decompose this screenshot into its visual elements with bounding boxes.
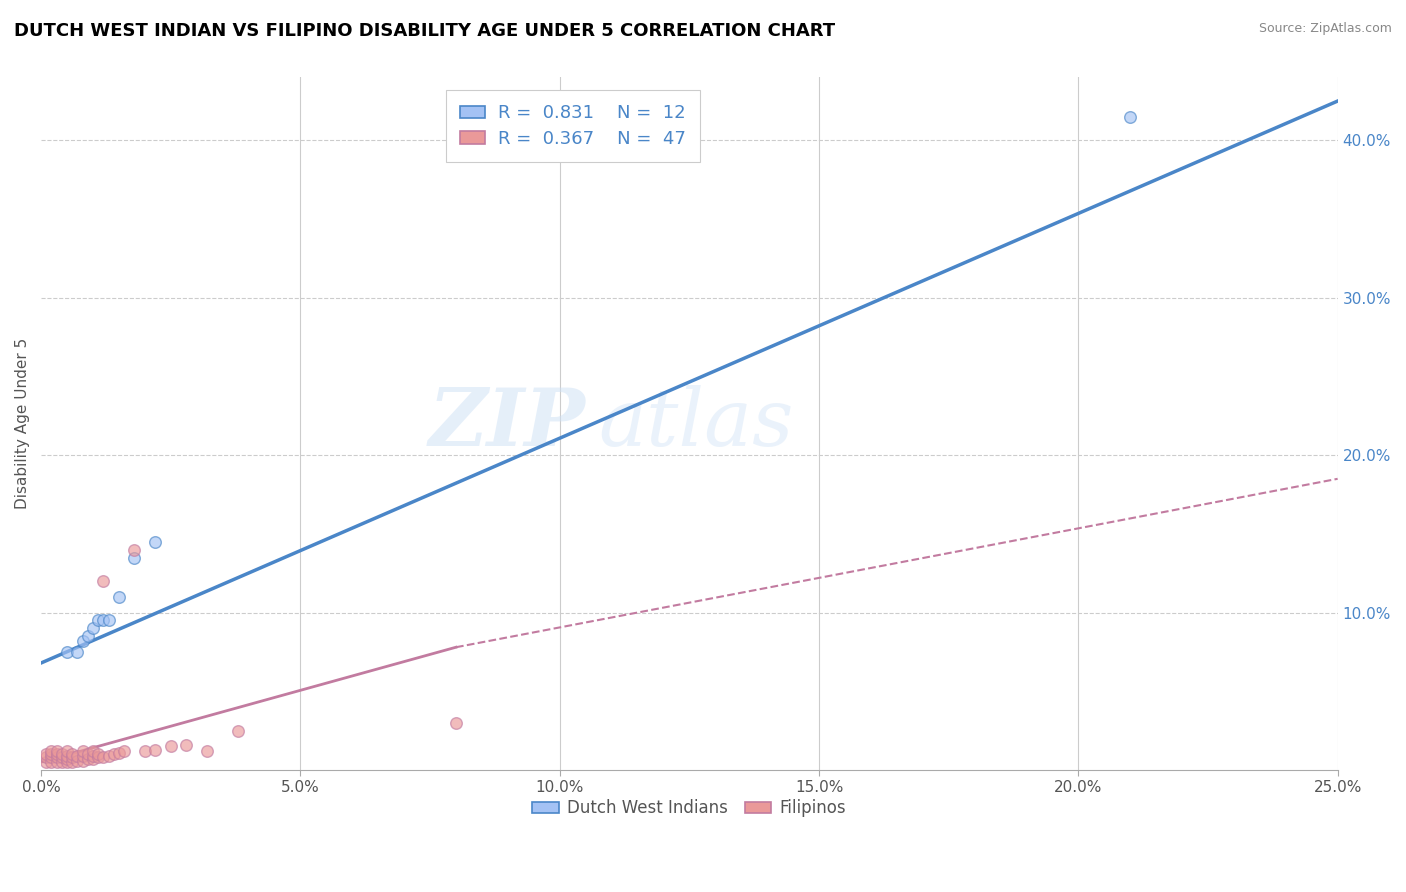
Point <box>60 750 83 764</box>
Point <box>35 755 58 769</box>
Point <box>82 744 104 758</box>
Point <box>56 755 79 769</box>
Point <box>124 542 146 557</box>
Point <box>82 621 104 635</box>
Point <box>108 590 131 604</box>
Point <box>35 750 58 764</box>
Point <box>45 747 67 762</box>
Point <box>72 748 94 763</box>
Point <box>93 574 115 588</box>
Point <box>87 614 110 628</box>
Point <box>51 750 73 764</box>
Point <box>66 748 89 763</box>
Point <box>143 534 166 549</box>
Point <box>60 747 83 762</box>
Point <box>56 645 79 659</box>
Point <box>66 754 89 768</box>
Legend: Dutch West Indians, Filipinos: Dutch West Indians, Filipinos <box>526 793 853 824</box>
Point <box>56 744 79 758</box>
Point <box>41 744 63 758</box>
Point <box>72 634 94 648</box>
Point <box>82 752 104 766</box>
Point <box>45 744 67 758</box>
Point <box>444 715 467 730</box>
Point <box>195 744 218 758</box>
Point <box>93 750 115 764</box>
Y-axis label: Disability Age Under 5: Disability Age Under 5 <box>15 338 30 509</box>
Point <box>103 747 125 762</box>
Point <box>41 755 63 769</box>
Text: Source: ZipAtlas.com: Source: ZipAtlas.com <box>1258 22 1392 36</box>
Point <box>72 754 94 768</box>
Point <box>66 645 89 659</box>
Text: ZIP: ZIP <box>429 385 586 462</box>
Point <box>93 614 115 628</box>
Point <box>82 748 104 763</box>
Point <box>112 744 135 758</box>
Point <box>51 747 73 762</box>
Point <box>226 723 249 738</box>
Point <box>60 755 83 769</box>
Point <box>159 739 181 754</box>
Point <box>124 550 146 565</box>
Point <box>76 629 98 643</box>
Point <box>76 752 98 766</box>
Point <box>143 742 166 756</box>
Point <box>72 744 94 758</box>
Text: DUTCH WEST INDIAN VS FILIPINO DISABILITY AGE UNDER 5 CORRELATION CHART: DUTCH WEST INDIAN VS FILIPINO DISABILITY… <box>14 22 835 40</box>
Point <box>56 748 79 763</box>
Point <box>41 750 63 764</box>
Point <box>97 748 120 763</box>
Point <box>97 614 120 628</box>
Point <box>45 750 67 764</box>
Point <box>87 747 110 762</box>
Point <box>45 755 67 769</box>
Point <box>76 747 98 762</box>
Text: atlas: atlas <box>599 385 794 462</box>
Point <box>108 746 131 760</box>
Point <box>176 738 198 752</box>
Point <box>35 747 58 762</box>
Point <box>41 747 63 762</box>
Point <box>134 744 156 758</box>
Point <box>56 752 79 766</box>
Point <box>1119 110 1142 124</box>
Point <box>87 750 110 764</box>
Point <box>51 755 73 769</box>
